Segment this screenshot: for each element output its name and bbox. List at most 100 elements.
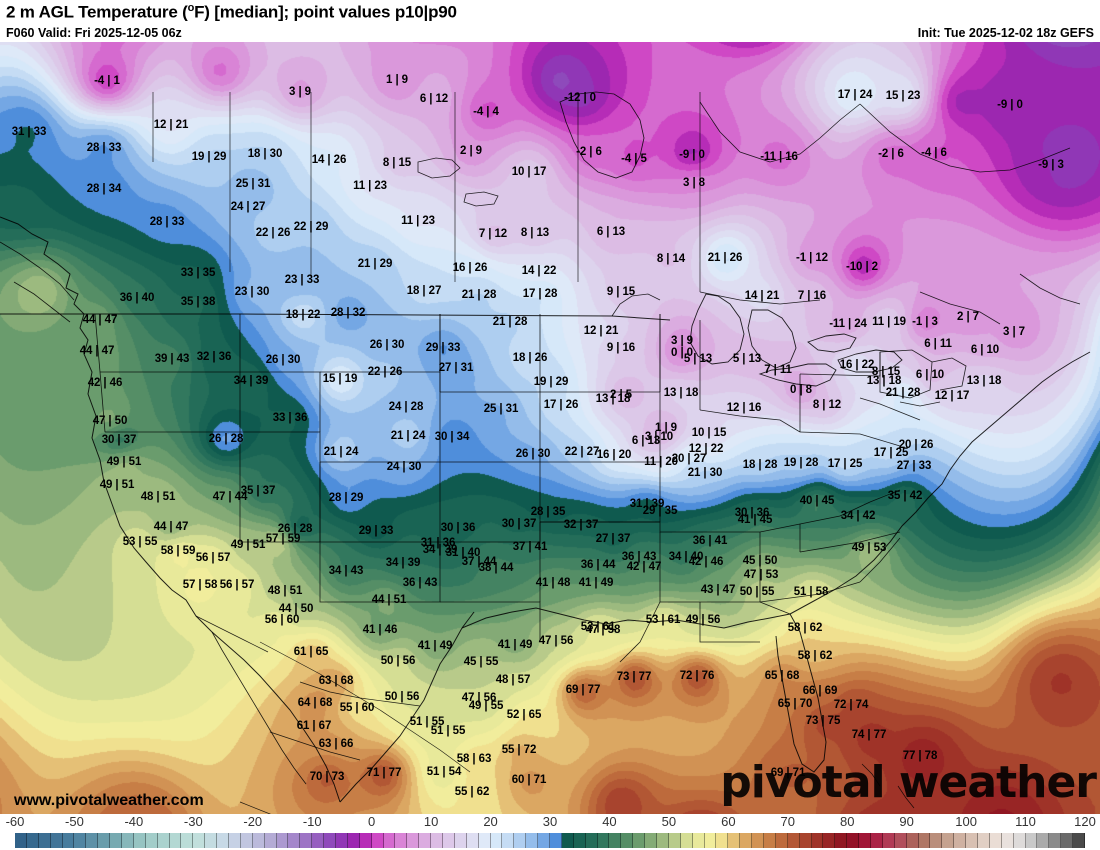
colorbar-segment (419, 833, 432, 848)
map-viewport[interactable]: -4 | 1 3 | 9 1 | 9 6 | 12 -4 | 4 -12 | 0 17 | … (0, 42, 1100, 814)
point-value-label: 55 | 60 (339, 702, 375, 714)
colorbar-tick: -60 (5, 814, 25, 829)
point-value-label: 26 | 28 (277, 523, 313, 535)
point-value-label: -11 | 16 (760, 151, 798, 163)
colorbar-segment (526, 833, 539, 848)
border-path (417, 157, 461, 179)
colorbar-segment (86, 833, 99, 848)
colorbar-segment (716, 833, 729, 848)
point-value-label: 2 | 7 (957, 311, 979, 323)
colorbar-segment (312, 833, 325, 848)
colorbar-segment (1073, 833, 1085, 848)
point-value-label: 21 | 30 (687, 467, 723, 479)
border-path (13, 281, 71, 323)
point-value-label: 9 | 15 (606, 286, 636, 298)
point-value-label: 30 | 37 (501, 518, 537, 530)
colorbar-segment (668, 833, 681, 848)
colorbar-segment (597, 833, 610, 848)
point-value-label: 63 | 68 (318, 675, 354, 687)
point-value-label: 6 | 11 (924, 338, 952, 350)
point-value-label: 8 | 12 (812, 399, 842, 411)
border-path (619, 601, 661, 663)
point-value-label: 29 | 35 (642, 505, 678, 517)
point-value-label: 58 | 62 (797, 650, 833, 662)
colorbar-ticks: -60 -50 -40 -30 -20 -10 0 10 20 30 40 50 60 70 80 90 100… (0, 814, 1100, 831)
point-value-label: 25 | 31 (483, 403, 519, 415)
point-value-label: 58 | 62 (787, 622, 823, 634)
colorbar-segment (157, 833, 170, 848)
colorbar-segment (704, 833, 717, 848)
colorbar-segment (1013, 833, 1026, 848)
border-path (211, 631, 307, 785)
point-value-label: 30 | 36 (440, 522, 476, 534)
point-value-label: 72 | 74 (833, 699, 869, 711)
colorbar-segment (122, 833, 134, 848)
colorbar-segment (835, 833, 848, 848)
point-value-label: 65 | 70 (777, 698, 813, 710)
colorbar-segment (978, 833, 990, 848)
point-value-label: 30 | 36 (734, 507, 770, 519)
point-value-label: 8 | 14 (656, 253, 686, 265)
border-path (919, 291, 1001, 325)
colorbar-segment (62, 833, 75, 848)
colorbar-tick: 0 (368, 814, 376, 829)
point-value-label: 73 | 77 (616, 671, 652, 683)
colorbar-segment (38, 833, 51, 848)
point-value-label: 47 | 53 (743, 569, 779, 581)
point-value-label: 10 | 17 (511, 166, 547, 178)
point-value-label: 18 | 27 (406, 285, 442, 297)
point-value-label: 7 | 11 (764, 364, 792, 376)
border-path (559, 91, 645, 179)
point-value-label: -9 | 0 (997, 99, 1023, 111)
colorbar-tick: -50 (65, 814, 84, 829)
colorbar-segment (98, 833, 111, 848)
colorbar-segment (217, 833, 229, 848)
point-value-label: 21 | 28 (885, 387, 921, 399)
point-value-label: 27 | 31 (438, 362, 474, 374)
point-value-label: 28 | 34 (86, 183, 122, 195)
point-value-label: 56 | 57 (219, 579, 255, 591)
point-value-label: 42 | 46 (87, 377, 123, 389)
point-value-label: 5 | 13 (732, 353, 762, 365)
colorbar-segment (264, 833, 277, 848)
point-value-label: 24 | 27 (230, 201, 266, 213)
point-value-label: 34 | 39 (233, 375, 269, 387)
point-value-label: 21 | 28 (492, 316, 528, 328)
colorbar-segment (609, 833, 622, 848)
colorbar-segment (657, 833, 669, 848)
point-value-label: 33 | 36 (272, 412, 308, 424)
colorbar-tick: 10 (423, 814, 439, 829)
point-value-label: 43 | 47 (700, 584, 736, 596)
temperature-field (0, 42, 1100, 814)
colorbar-tick: 20 (483, 814, 498, 829)
colorbar-segment (478, 833, 491, 848)
border-path (0, 241, 75, 301)
point-value-label: 44 | 47 (82, 314, 118, 326)
border-path (540, 521, 760, 533)
colorbar-segment (133, 833, 146, 848)
colorbar-segment (989, 833, 1002, 848)
map-borders-overlay (0, 91, 1091, 814)
point-value-label: 41 | 49 (417, 640, 453, 652)
point-value-label: 21 | 28 (461, 289, 497, 301)
colorbar-segment (466, 833, 479, 848)
valid-time-label: F060 Valid: Fri 2025-12-05 06z (6, 26, 182, 40)
point-value-label: 6 | 12 (419, 93, 449, 105)
point-value-label: 17 | 25 (873, 447, 909, 459)
point-value-label: 13 | 18 (663, 387, 699, 399)
point-value-label: 58 | 59 (160, 545, 196, 557)
point-value-label: 9 | 16 (606, 342, 636, 354)
point-value-label: 44 | 47 (153, 521, 189, 533)
point-value-label: 20 | 27 (671, 453, 707, 465)
colorbar-segment (1001, 833, 1014, 848)
colorbar-segment (954, 833, 967, 848)
point-value-label: 8 | 15 (382, 157, 412, 169)
point-value-label: 16 | 22 (839, 359, 875, 371)
point-value-label: 10 | 15 (691, 427, 727, 439)
border-path (461, 607, 791, 629)
point-value-label: 1 | 9 (386, 74, 408, 86)
point-value-label: 14 | 21 (744, 290, 780, 302)
colorbar-segment (15, 833, 27, 848)
point-value-label: 50 | 56 (380, 655, 416, 667)
colorbar-segment (894, 833, 907, 848)
